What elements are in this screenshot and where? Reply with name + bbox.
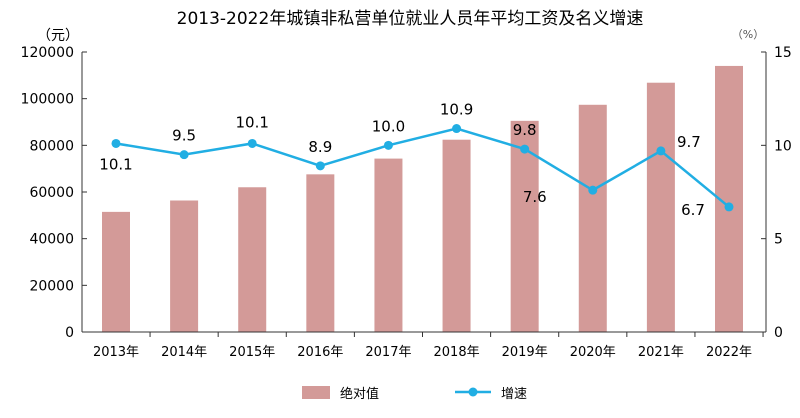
growth-data-label: 10.1 — [236, 113, 269, 131]
growth-point-2017年 — [383, 140, 393, 150]
right-tick-label: 0 — [774, 325, 783, 341]
left-tick-label: 60000 — [29, 185, 74, 201]
chart-title: 2013-2022年城镇非私营单位就业人员年平均工资及名义增速 — [177, 9, 644, 29]
x-tick-label: 2014年 — [161, 345, 207, 360]
growth-data-label: 10.9 — [440, 101, 473, 119]
bar-2017年 — [374, 158, 403, 332]
growth-line — [115, 127, 730, 208]
x-tick-label: 2018年 — [434, 345, 480, 360]
growth-point-2020年 — [588, 185, 598, 195]
bar-2014年 — [170, 200, 199, 332]
growth-point-2015年 — [247, 138, 257, 148]
growth-data-label: 10.1 — [99, 155, 132, 173]
x-tick-label: 2022年 — [706, 345, 752, 360]
growth-point-2014年 — [179, 150, 189, 160]
growth-data-label: 9.8 — [513, 121, 537, 139]
growth-point-2018年 — [452, 124, 462, 134]
bar-2015年 — [238, 187, 267, 332]
left-tick-label: 100000 — [21, 92, 74, 108]
x-tick-label: 2016年 — [297, 345, 343, 360]
growth-point-2022年 — [724, 202, 734, 212]
right-tick-label: 5 — [774, 232, 783, 248]
x-tick-label: 2015年 — [229, 345, 275, 360]
legend-bar-swatch — [302, 386, 330, 399]
growth-point-2019年 — [520, 144, 530, 154]
growth-data-label: 9.7 — [677, 133, 701, 151]
left-tick-label: 80000 — [29, 138, 74, 154]
x-tick-label: 2020年 — [570, 345, 616, 360]
legend-bar-label: 绝对值 — [340, 386, 379, 402]
growth-data-label: 8.9 — [308, 138, 332, 156]
left-tick-label: 0 — [65, 325, 74, 341]
bar-2021年 — [646, 82, 675, 332]
x-tick-label: 2017年 — [365, 345, 411, 360]
x-tick-label: 2013年 — [93, 345, 139, 360]
growth-data-label: 6.7 — [681, 201, 705, 219]
bar-2020年 — [578, 104, 607, 332]
bar-2018年 — [442, 139, 471, 332]
legend-line-label: 增速 — [501, 387, 527, 402]
growth-data-label: 7.6 — [523, 188, 547, 206]
left-axis-unit: （元） — [37, 28, 79, 44]
bar-2013年 — [102, 211, 130, 332]
legend-line-marker — [468, 387, 478, 397]
left-tick-label: 120000 — [21, 45, 74, 61]
growth-point-2013年 — [111, 138, 121, 148]
bar-2016年 — [306, 174, 335, 332]
left-tick-label: 20000 — [29, 278, 74, 294]
growth-data-label: 9.5 — [172, 127, 196, 145]
right-tick-label: 15 — [774, 45, 792, 61]
growth-data-label: 10.0 — [372, 117, 405, 135]
growth-point-2016年 — [315, 161, 325, 171]
growth-point-2021年 — [656, 146, 666, 156]
right-tick-label: 10 — [774, 138, 792, 154]
x-tick-label: 2021年 — [638, 345, 684, 360]
left-tick-label: 40000 — [29, 232, 74, 248]
right-axis-unit: （%） — [732, 28, 764, 41]
x-tick-label: 2019年 — [502, 345, 548, 360]
